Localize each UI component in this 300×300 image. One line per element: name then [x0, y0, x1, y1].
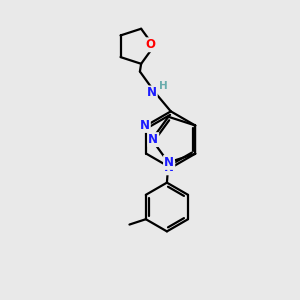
Text: O: O	[145, 38, 155, 51]
Text: N: N	[148, 133, 158, 146]
Text: N: N	[147, 86, 157, 99]
Text: H: H	[159, 81, 168, 92]
Text: N: N	[164, 156, 174, 169]
Text: N: N	[140, 119, 150, 132]
Text: N: N	[164, 161, 174, 174]
